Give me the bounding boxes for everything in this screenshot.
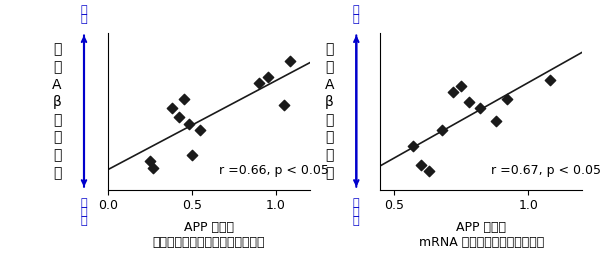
Point [545, 78, 554, 82]
Point [174, 115, 184, 120]
Point [179, 96, 188, 101]
Text: 脳: 脳 [53, 43, 61, 56]
Text: 積: 積 [325, 148, 334, 162]
Point [408, 144, 418, 148]
Point [184, 121, 193, 126]
Point [167, 106, 176, 110]
Point [280, 103, 289, 107]
Point [448, 90, 458, 94]
Text: の: の [325, 113, 334, 127]
X-axis label: APP 発現量
タンパクレベル（翻訳後の発現）: APP 発現量 タンパクレベル（翻訳後の発現） [152, 221, 265, 249]
Point [187, 153, 197, 157]
Text: 多
い: 多 い [353, 5, 359, 24]
Point [196, 128, 205, 132]
Text: 内: 内 [325, 60, 334, 74]
Text: 積: 積 [53, 148, 61, 162]
Point [263, 74, 272, 79]
Point [145, 159, 155, 164]
Point [424, 169, 434, 173]
Text: 少
な
い: 少 な い [80, 198, 88, 226]
Point [149, 166, 158, 170]
Text: β: β [53, 95, 61, 109]
Text: 少
な
い: 少 な い [353, 198, 359, 226]
Text: A: A [325, 78, 334, 92]
Text: r =0.67, p < 0.05: r =0.67, p < 0.05 [491, 164, 600, 177]
Point [502, 96, 511, 101]
Point [464, 99, 474, 104]
X-axis label: APP 発現量
mRNA レベル（転写後の発現）: APP 発現量 mRNA レベル（転写後の発現） [419, 221, 544, 249]
Text: 量: 量 [325, 166, 334, 180]
Point [456, 84, 466, 88]
Text: 内: 内 [53, 60, 61, 74]
Text: 蓄: 蓄 [53, 131, 61, 144]
Text: 多
い: 多 い [80, 5, 88, 24]
Point [475, 106, 485, 110]
Text: の: の [53, 113, 61, 127]
Point [491, 118, 501, 123]
Text: 脳: 脳 [325, 43, 334, 56]
Point [416, 162, 425, 167]
Text: r =0.66, p < 0.05: r =0.66, p < 0.05 [219, 164, 329, 177]
Text: 量: 量 [53, 166, 61, 180]
Text: 蓄: 蓄 [325, 131, 334, 144]
Point [437, 128, 447, 132]
Text: A: A [52, 78, 62, 92]
Point [254, 81, 264, 85]
Point [285, 59, 295, 63]
Text: β: β [325, 95, 334, 109]
